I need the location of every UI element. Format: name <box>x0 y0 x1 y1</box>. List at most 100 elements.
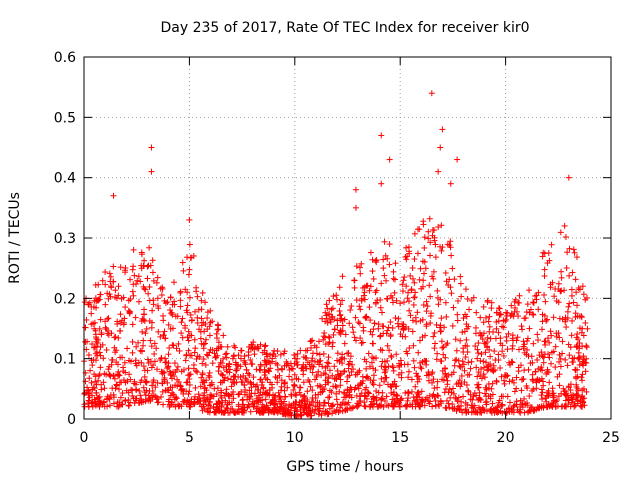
data-point <box>333 384 340 391</box>
data-point <box>495 351 502 358</box>
data-point <box>448 290 455 297</box>
data-point <box>325 394 332 401</box>
data-point <box>535 365 542 372</box>
data-point <box>247 408 254 415</box>
data-point <box>393 392 400 399</box>
data-point <box>564 362 571 369</box>
data-point <box>159 388 166 395</box>
data-point <box>326 339 333 346</box>
data-point <box>183 388 190 395</box>
data-point <box>538 349 545 356</box>
data-point <box>266 368 273 375</box>
data-point <box>241 359 248 366</box>
data-point <box>521 395 528 402</box>
data-point <box>439 126 446 133</box>
data-point <box>261 371 268 378</box>
data-point <box>463 321 470 328</box>
data-point <box>575 349 582 356</box>
data-point <box>201 379 208 386</box>
data-point <box>500 352 507 359</box>
data-point <box>158 291 165 298</box>
data-point <box>302 354 309 361</box>
data-point <box>511 402 518 409</box>
data-point <box>395 360 402 367</box>
data-point <box>294 361 301 368</box>
data-point <box>404 350 411 357</box>
data-point <box>362 393 369 400</box>
data-point <box>557 355 564 362</box>
data-point <box>419 358 426 365</box>
data-point <box>91 385 98 392</box>
data-point <box>124 345 131 352</box>
data-point <box>426 252 433 259</box>
data-point <box>376 382 383 389</box>
data-point <box>226 366 233 373</box>
data-point <box>353 337 360 344</box>
data-point <box>378 375 385 382</box>
data-point <box>351 284 358 291</box>
data-point <box>540 382 547 389</box>
data-point <box>352 186 359 193</box>
data-point <box>496 305 503 312</box>
data-point <box>556 358 563 365</box>
data-point <box>436 324 443 331</box>
data-point <box>209 318 216 325</box>
data-point <box>442 371 449 378</box>
data-point <box>393 351 400 358</box>
data-point <box>483 393 490 400</box>
data-point <box>191 349 198 356</box>
data-point <box>330 331 337 338</box>
data-point <box>540 354 547 361</box>
data-point <box>491 409 498 416</box>
data-point <box>112 349 119 356</box>
data-point <box>140 384 147 391</box>
data-point <box>474 384 481 391</box>
data-point <box>534 337 541 344</box>
data-point <box>549 279 556 286</box>
data-point <box>286 366 293 373</box>
data-point <box>381 378 388 385</box>
data-point <box>320 333 327 340</box>
data-point <box>422 332 429 339</box>
data-point <box>457 273 464 280</box>
data-point <box>334 322 341 329</box>
data-point <box>209 360 216 367</box>
data-point <box>359 339 366 346</box>
data-point <box>229 379 236 386</box>
data-point <box>525 366 532 373</box>
data-point <box>519 326 526 333</box>
data-point <box>430 268 437 275</box>
data-point <box>405 368 412 375</box>
data-point <box>449 401 456 408</box>
data-point <box>370 326 377 333</box>
data-point <box>237 355 244 362</box>
data-point <box>173 345 180 352</box>
data-point <box>488 405 495 412</box>
data-point <box>375 321 382 328</box>
data-point <box>378 180 385 187</box>
data-point <box>443 313 450 320</box>
data-point <box>548 241 555 248</box>
data-point <box>184 302 191 309</box>
data-point <box>377 332 384 339</box>
data-point <box>181 322 188 329</box>
data-point <box>198 297 205 304</box>
data-point <box>320 350 327 357</box>
y-tick-label: 0.2 <box>54 291 76 307</box>
data-point <box>223 404 230 411</box>
data-point <box>358 260 365 267</box>
data-point <box>518 387 525 394</box>
data-point <box>179 315 186 322</box>
data-point <box>404 397 411 404</box>
data-point <box>373 259 380 266</box>
data-point <box>355 369 362 376</box>
data-point <box>146 283 153 290</box>
data-point <box>149 307 156 314</box>
data-point <box>353 403 360 410</box>
data-point <box>324 409 331 416</box>
data-point <box>308 362 315 369</box>
data-point <box>370 365 377 372</box>
data-point <box>300 409 307 416</box>
data-point <box>395 315 402 322</box>
data-point <box>166 403 173 410</box>
